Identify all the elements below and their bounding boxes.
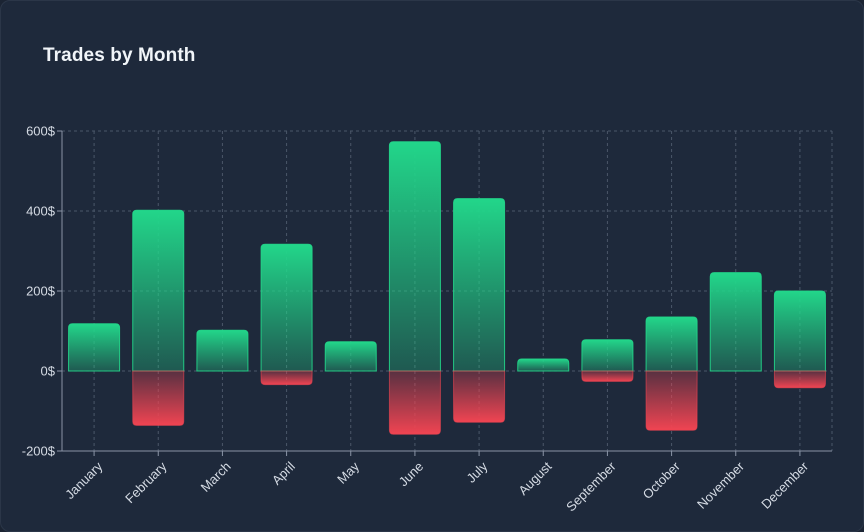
bar-positive-march <box>196 329 249 372</box>
bar-positive-june <box>388 141 441 372</box>
y-tick-label: 400$ <box>26 204 56 219</box>
y-tick-label: 0$ <box>41 364 56 379</box>
bar-positive-february <box>132 209 185 372</box>
bar-negative-july <box>453 370 506 423</box>
x-tick-label-february: February <box>122 458 170 506</box>
y-tick-label: 600$ <box>26 124 56 139</box>
bar-positive-july <box>453 198 506 372</box>
bar-positive-september <box>581 339 634 372</box>
chart-title: Trades by Month <box>43 45 196 66</box>
bar-negative-september <box>581 370 634 382</box>
bar-negative-february <box>132 370 185 426</box>
bar-negative-december <box>773 370 826 389</box>
y-tick-label: 200$ <box>26 284 56 299</box>
x-tick-label-december: December <box>758 458 811 511</box>
bar-positive-october <box>645 316 698 372</box>
x-tick-label-january: January <box>62 458 106 502</box>
x-tick-label-april: April <box>269 459 298 488</box>
bar-positive-january <box>68 323 121 372</box>
bar-positive-august <box>517 358 570 372</box>
x-tick-label-august: August <box>515 458 554 497</box>
axes <box>57 130 832 456</box>
x-tick-label-september: September <box>563 458 619 514</box>
bar-negative-june <box>388 370 441 435</box>
x-tick-label-may: May <box>334 458 362 486</box>
x-tick-label-march: March <box>198 459 234 495</box>
bar-negative-october <box>645 370 698 431</box>
bar-positive-november <box>709 272 762 372</box>
bar-positive-april <box>260 243 313 372</box>
x-tick-label-october: October <box>640 458 684 502</box>
y-tick-label: -200$ <box>22 444 56 459</box>
bar-positive-december <box>773 290 826 372</box>
bars <box>68 141 826 435</box>
x-tick-label-july: July <box>463 458 490 485</box>
x-tick-label-june: June <box>396 459 427 490</box>
bar-negative-april <box>260 370 313 386</box>
bar-positive-may <box>324 341 377 372</box>
x-tick-label-november: November <box>694 458 747 511</box>
